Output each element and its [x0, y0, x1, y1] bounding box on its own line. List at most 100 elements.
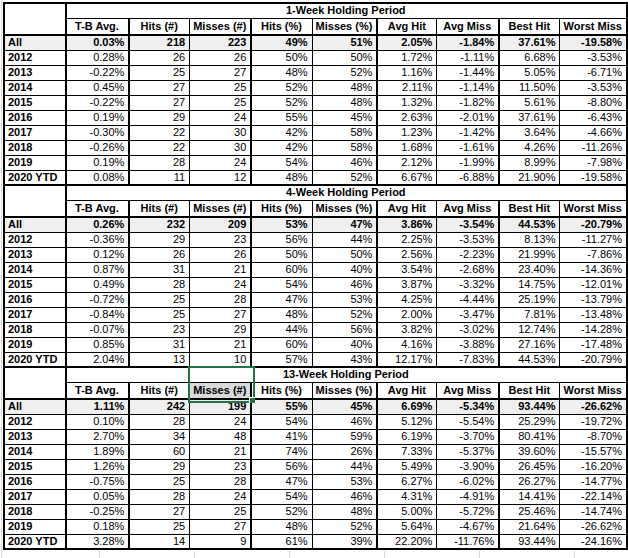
cell-worst-miss[interactable]: -22.14%: [560, 489, 627, 504]
row-label[interactable]: 2020 YTD: [4, 534, 66, 549]
cell-misses[interactable]: 46%: [312, 414, 377, 429]
cell-avg-miss[interactable]: -7.83%: [437, 352, 499, 367]
cell-avg-hit[interactable]: 2.63%: [377, 110, 437, 125]
cell-misses[interactable]: 25: [190, 95, 252, 110]
cell-hits[interactable]: 48%: [251, 307, 312, 322]
cell-misses[interactable]: 48: [190, 429, 252, 444]
cell-misses[interactable]: 43%: [312, 352, 377, 367]
cell-t-b-avg[interactable]: 0.03%: [66, 35, 130, 50]
cell-best-hit[interactable]: 21.90%: [499, 170, 560, 185]
cell-hits[interactable]: 48%: [251, 170, 312, 185]
row-label[interactable]: 2014: [4, 444, 66, 459]
cell-hits[interactable]: 74%: [251, 444, 312, 459]
column-header-avg-miss[interactable]: Avg Miss: [437, 18, 499, 35]
row-label[interactable]: 2013: [4, 65, 66, 80]
cell-hits[interactable]: 27: [129, 95, 189, 110]
cell-hits[interactable]: 60: [129, 444, 189, 459]
cell-misses[interactable]: 46%: [312, 155, 377, 170]
cell-hits[interactable]: 48%: [251, 519, 312, 534]
cell-hits[interactable]: 31: [129, 337, 189, 352]
cell-avg-miss[interactable]: -1.84%: [437, 35, 499, 50]
cell-t-b-avg[interactable]: -0.36%: [66, 232, 130, 247]
row-label[interactable]: All: [4, 399, 66, 414]
cell-hits[interactable]: 49%: [251, 35, 312, 50]
cell-t-b-avg[interactable]: 0.45%: [66, 80, 130, 95]
cell-hits[interactable]: 54%: [251, 155, 312, 170]
cell-t-b-avg[interactable]: 0.18%: [66, 519, 130, 534]
cell-avg-hit[interactable]: 5.12%: [377, 414, 437, 429]
cell-best-hit[interactable]: 25.19%: [499, 292, 560, 307]
cell-hits[interactable]: 218: [129, 35, 189, 50]
cell-misses[interactable]: 25: [190, 80, 252, 95]
column-header-hits[interactable]: Hits (#): [129, 382, 189, 399]
cell-misses[interactable]: 30: [190, 140, 252, 155]
cell-avg-miss[interactable]: -3.47%: [437, 307, 499, 322]
cell-misses[interactable]: 24: [190, 110, 252, 125]
cell-t-b-avg[interactable]: 0.05%: [66, 489, 130, 504]
cell-t-b-avg[interactable]: -0.25%: [66, 504, 130, 519]
cell-t-b-avg[interactable]: 0.85%: [66, 337, 130, 352]
cell-best-hit[interactable]: 12.74%: [499, 322, 560, 337]
cell-avg-miss[interactable]: -3.53%: [437, 232, 499, 247]
column-header-hits[interactable]: Hits (#): [129, 18, 189, 35]
cell-best-hit[interactable]: 26.45%: [499, 459, 560, 474]
cell-hits[interactable]: 47%: [251, 292, 312, 307]
cell-avg-hit[interactable]: 1.68%: [377, 140, 437, 155]
cell-t-b-avg[interactable]: -0.26%: [66, 140, 130, 155]
cell-avg-hit[interactable]: 5.49%: [377, 459, 437, 474]
cell-hits[interactable]: 48%: [251, 65, 312, 80]
cell-misses[interactable]: 27: [190, 307, 252, 322]
cell-hits[interactable]: 29: [129, 110, 189, 125]
cell-avg-hit[interactable]: 7.33%: [377, 444, 437, 459]
row-label[interactable]: 2013: [4, 429, 66, 444]
cell-hits[interactable]: 56%: [251, 459, 312, 474]
row-label[interactable]: 2012: [4, 414, 66, 429]
cell-avg-hit[interactable]: 2.00%: [377, 307, 437, 322]
row-label[interactable]: 2018: [4, 504, 66, 519]
cell-hits[interactable]: 55%: [251, 399, 312, 414]
cell-misses[interactable]: 40%: [312, 337, 377, 352]
cell-misses[interactable]: 45%: [312, 110, 377, 125]
cell-avg-hit[interactable]: 3.54%: [377, 262, 437, 277]
column-header-misses[interactable]: Misses (#): [190, 382, 252, 399]
cell-hits[interactable]: 60%: [251, 262, 312, 277]
cell-best-hit[interactable]: 3.64%: [499, 125, 560, 140]
cell-t-b-avg[interactable]: 3.28%: [66, 534, 130, 549]
cell-best-hit[interactable]: 25.46%: [499, 504, 560, 519]
cell-t-b-avg[interactable]: 0.08%: [66, 170, 130, 185]
cell-misses[interactable]: 28: [190, 292, 252, 307]
selection-fill-handle[interactable]: [249, 397, 255, 403]
cell-misses[interactable]: 50%: [312, 50, 377, 65]
cell-hits[interactable]: 47%: [251, 474, 312, 489]
column-header-best-hit[interactable]: Best Hit: [499, 18, 560, 35]
cell-misses[interactable]: 51%: [312, 35, 377, 50]
cell-hits[interactable]: 52%: [251, 95, 312, 110]
cell-worst-miss[interactable]: -14.74%: [560, 504, 627, 519]
cell-avg-miss[interactable]: -6.88%: [437, 170, 499, 185]
cell-hits[interactable]: 25: [129, 307, 189, 322]
cell-misses[interactable]: 24: [190, 277, 252, 292]
column-header-avg-hit[interactable]: Avg Hit: [377, 200, 437, 217]
column-header-misses[interactable]: Misses (%): [312, 382, 377, 399]
cell-avg-miss[interactable]: -1.42%: [437, 125, 499, 140]
row-label[interactable]: 2019: [4, 337, 66, 352]
cell-best-hit[interactable]: 44.53%: [499, 217, 560, 232]
column-header-t-b-avg[interactable]: T-B Avg.: [66, 18, 130, 35]
cell-worst-miss[interactable]: -26.62%: [560, 399, 627, 414]
cell-hits[interactable]: 54%: [251, 277, 312, 292]
cell-misses[interactable]: 52%: [312, 170, 377, 185]
cell-worst-miss[interactable]: -20.79%: [560, 217, 627, 232]
cell-best-hit[interactable]: 37.61%: [499, 35, 560, 50]
cell-misses[interactable]: 23: [190, 232, 252, 247]
cell-best-hit[interactable]: 11.50%: [499, 80, 560, 95]
cell-hits[interactable]: 53%: [251, 217, 312, 232]
column-header-misses[interactable]: Misses (%): [312, 200, 377, 217]
cell-avg-hit[interactable]: 6.69%: [377, 399, 437, 414]
row-label[interactable]: 2012: [4, 50, 66, 65]
cell-t-b-avg[interactable]: -0.07%: [66, 322, 130, 337]
cell-misses[interactable]: 9: [190, 534, 252, 549]
cell-worst-miss[interactable]: -6.43%: [560, 110, 627, 125]
cell-best-hit[interactable]: 8.13%: [499, 232, 560, 247]
cell-best-hit[interactable]: 6.68%: [499, 50, 560, 65]
cell-best-hit[interactable]: 21.99%: [499, 247, 560, 262]
